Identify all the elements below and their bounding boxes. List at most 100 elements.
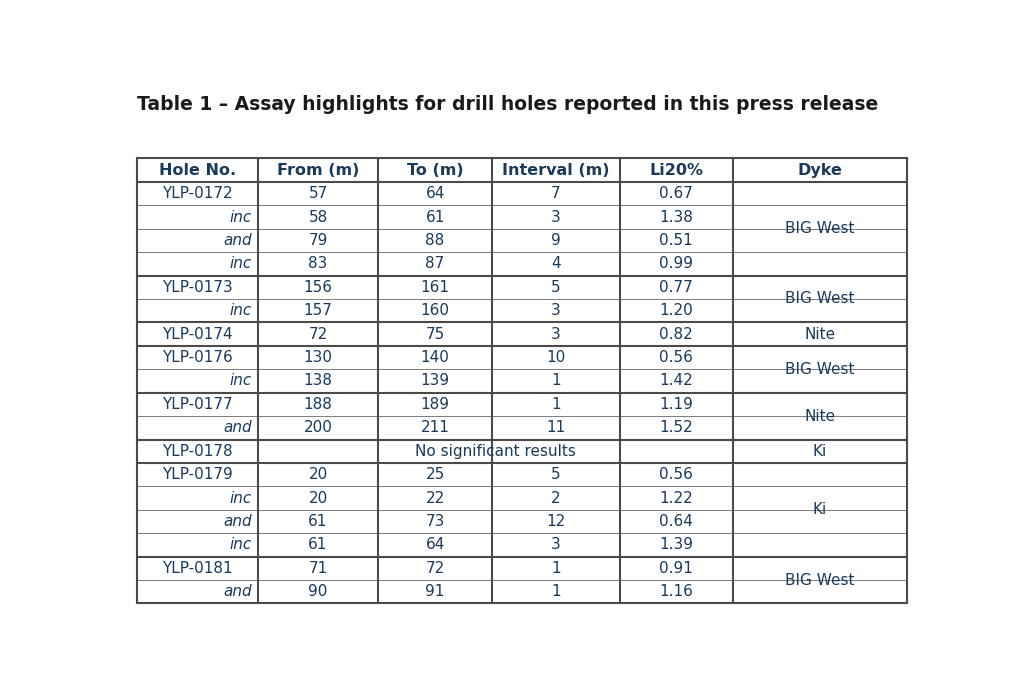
- Text: 1: 1: [551, 561, 561, 576]
- Text: YLP-0178: YLP-0178: [162, 444, 233, 459]
- Text: Nite: Nite: [804, 408, 836, 423]
- Text: and: and: [223, 514, 252, 529]
- Text: 1.22: 1.22: [660, 490, 693, 505]
- Text: 3: 3: [551, 327, 561, 341]
- Text: 1.16: 1.16: [660, 584, 693, 599]
- Text: 5: 5: [551, 467, 561, 482]
- Text: 10: 10: [547, 350, 566, 365]
- Text: YLP-0181: YLP-0181: [162, 561, 233, 576]
- Text: YLP-0179: YLP-0179: [162, 467, 233, 482]
- Text: Hole No.: Hole No.: [159, 163, 236, 178]
- Text: 58: 58: [308, 209, 328, 224]
- Text: 160: 160: [420, 303, 450, 318]
- Text: 0.64: 0.64: [660, 514, 693, 529]
- Text: 189: 189: [420, 397, 450, 412]
- Text: 20: 20: [308, 490, 328, 505]
- Text: 156: 156: [303, 280, 333, 295]
- Text: 1.39: 1.39: [659, 538, 693, 553]
- Text: From (m): From (m): [277, 163, 359, 178]
- Bar: [136, 159, 907, 182]
- Text: 0.51: 0.51: [660, 233, 693, 248]
- Text: BIG West: BIG West: [785, 573, 854, 588]
- Text: To (m): To (m): [407, 163, 463, 178]
- Text: 0.91: 0.91: [660, 561, 693, 576]
- Text: 0.67: 0.67: [660, 186, 693, 201]
- Text: 138: 138: [303, 373, 333, 389]
- Text: 188: 188: [303, 397, 333, 412]
- Text: 3: 3: [551, 303, 561, 318]
- Text: inc: inc: [230, 373, 252, 389]
- Text: 1.20: 1.20: [660, 303, 693, 318]
- Text: YLP-0176: YLP-0176: [162, 350, 233, 365]
- Text: 161: 161: [420, 280, 450, 295]
- Text: 0.99: 0.99: [659, 256, 693, 272]
- Text: 200: 200: [303, 420, 333, 435]
- Text: 61: 61: [308, 514, 328, 529]
- Text: 11: 11: [547, 420, 566, 435]
- Text: 1.38: 1.38: [660, 209, 693, 224]
- Text: 3: 3: [551, 538, 561, 553]
- Text: 0.77: 0.77: [660, 280, 693, 295]
- Text: 130: 130: [303, 350, 333, 365]
- Text: No significant results: No significant results: [415, 444, 576, 459]
- Text: 1.19: 1.19: [660, 397, 693, 412]
- Text: Table 1 – Assay highlights for drill holes reported in this press release: Table 1 – Assay highlights for drill hol…: [136, 95, 878, 114]
- Text: Dyke: Dyke: [797, 163, 842, 178]
- Text: YLP-0173: YLP-0173: [162, 280, 233, 295]
- Text: 2: 2: [551, 490, 561, 505]
- Text: and: and: [223, 584, 252, 599]
- Text: 157: 157: [303, 303, 333, 318]
- Text: 1.42: 1.42: [660, 373, 693, 389]
- Text: inc: inc: [230, 303, 252, 318]
- Text: 140: 140: [420, 350, 450, 365]
- Text: 79: 79: [308, 233, 328, 248]
- Text: 0.56: 0.56: [660, 467, 693, 482]
- Text: 25: 25: [426, 467, 445, 482]
- Text: YLP-0172: YLP-0172: [162, 186, 233, 201]
- Text: 88: 88: [426, 233, 445, 248]
- Text: Ki: Ki: [812, 502, 827, 517]
- Text: 20: 20: [308, 467, 328, 482]
- Text: 0.56: 0.56: [660, 350, 693, 365]
- Text: 1.52: 1.52: [660, 420, 693, 435]
- Text: 0.82: 0.82: [660, 327, 693, 341]
- Text: 1: 1: [551, 584, 561, 599]
- Text: 61: 61: [426, 209, 445, 224]
- Text: 5: 5: [551, 280, 561, 295]
- Text: 1: 1: [551, 397, 561, 412]
- Text: 139: 139: [420, 373, 450, 389]
- Text: inc: inc: [230, 256, 252, 272]
- Text: 91: 91: [426, 584, 445, 599]
- Text: 90: 90: [308, 584, 328, 599]
- Text: 64: 64: [426, 538, 445, 553]
- Text: BIG West: BIG West: [785, 221, 854, 236]
- Text: Ki: Ki: [812, 444, 827, 459]
- Text: 64: 64: [426, 186, 445, 201]
- Text: YLP-0177: YLP-0177: [162, 397, 233, 412]
- Text: 1: 1: [551, 373, 561, 389]
- Text: 61: 61: [308, 538, 328, 553]
- Text: 75: 75: [426, 327, 445, 341]
- Text: BIG West: BIG West: [785, 362, 854, 377]
- Text: 73: 73: [426, 514, 445, 529]
- Text: 211: 211: [420, 420, 450, 435]
- Text: 72: 72: [308, 327, 328, 341]
- Text: 57: 57: [308, 186, 328, 201]
- Text: Interval (m): Interval (m): [502, 163, 610, 178]
- Text: 3: 3: [551, 209, 561, 224]
- Text: Nite: Nite: [804, 327, 836, 341]
- Text: inc: inc: [230, 490, 252, 505]
- Text: 9: 9: [551, 233, 561, 248]
- Text: 72: 72: [426, 561, 445, 576]
- Text: 7: 7: [551, 186, 561, 201]
- Text: inc: inc: [230, 538, 252, 553]
- Text: inc: inc: [230, 209, 252, 224]
- Text: and: and: [223, 420, 252, 435]
- Text: 4: 4: [551, 256, 561, 272]
- Text: 22: 22: [426, 490, 445, 505]
- Text: BIG West: BIG West: [785, 291, 854, 306]
- Text: YLP-0174: YLP-0174: [162, 327, 233, 341]
- Text: 71: 71: [308, 561, 328, 576]
- Text: 87: 87: [426, 256, 445, 272]
- Text: and: and: [223, 233, 252, 248]
